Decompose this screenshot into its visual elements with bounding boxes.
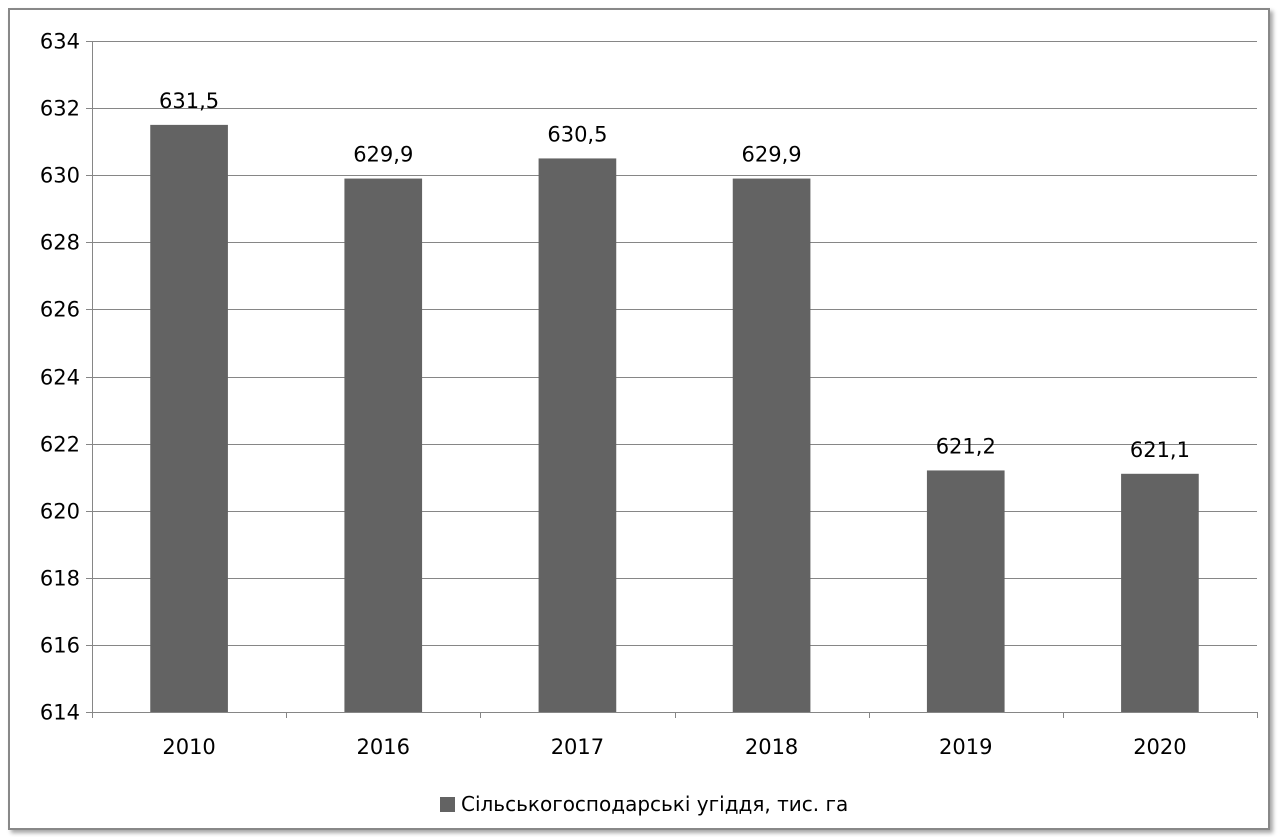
data-label-2020: 621,1 [1130,438,1190,462]
x-tick-label-2019: 2019 [939,735,992,759]
data-label-2016: 629,9 [353,143,413,167]
x-tick-label-2018: 2018 [745,735,798,759]
data-label-2019: 621,2 [936,434,996,458]
y-tick-label: 630 [40,164,80,188]
bars [150,124,1199,713]
x-tick-label-2020: 2020 [1133,735,1186,759]
bar-2019 [926,470,1005,712]
data-label-2018: 629,9 [742,143,802,167]
y-tick-label: 614 [40,701,80,725]
y-tick-label: 626 [40,298,80,322]
gridlines [92,41,1257,646]
y-tick-label: 634 [40,30,80,54]
labels: 614 616 618 620 622 624 626 628 630 632 634 631,5 20… [40,30,1190,760]
y-tick-label: 616 [40,634,80,658]
data-label-2010: 631,5 [159,89,219,113]
bar-2020 [1121,473,1199,712]
y-tick-label: 618 [40,567,80,591]
bar-2017 [538,158,617,713]
x-tick-label-2010: 2010 [162,735,215,759]
bar-2018 [732,178,811,712]
bar-2016 [344,178,423,712]
bar-2010 [150,124,228,712]
legend-label: Сільськогосподарські угіддя, тис. га [461,792,849,816]
y-tick-label: 624 [40,366,80,390]
axes [86,41,1258,718]
x-tick-label-2017: 2017 [551,735,604,759]
y-tick-label: 632 [40,97,80,121]
data-label-2017: 630,5 [547,122,607,146]
y-tick-label: 622 [40,433,80,457]
y-tick-label: 628 [40,231,80,255]
legend: Сільськогосподарські угіддя, тис. га [440,792,848,816]
y-tick-label: 620 [40,500,80,524]
x-tick-label-2016: 2016 [357,735,410,759]
legend-swatch [440,796,455,812]
